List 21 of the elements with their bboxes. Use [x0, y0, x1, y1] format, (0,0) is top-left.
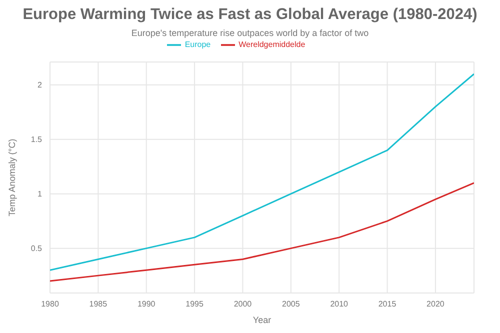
chart-title: Europe Warming Twice as Fast as Global Average (1980-2024) [22, 6, 478, 24]
y-tick-label: 1 [38, 190, 43, 199]
x-tick-label: 2015 [378, 300, 397, 309]
legend-label: Europe [184, 40, 211, 50]
x-tick-label: 2000 [234, 300, 252, 309]
legend-label: Wereldgemiddelde [238, 40, 306, 50]
y-axis-title: Temp Anomaly (°C) [7, 138, 18, 216]
line-series [50, 182, 474, 282]
x-tick-label: 2020 [426, 300, 445, 309]
x-tick-label: 1995 [186, 300, 204, 309]
x-tick-label: 2005 [282, 300, 300, 309]
x-axis-title: Year [252, 315, 272, 325]
chart-subtitle: Europe's temperature rise outpaces world by a factor of two [130, 28, 370, 38]
y-tick-label: 0.5 [30, 244, 43, 254]
line-series [50, 73, 474, 271]
y-tick-label: 2 [38, 80, 43, 90]
y-tick-label: 1.5 [30, 135, 43, 144]
x-tick-label: 1990 [137, 300, 156, 309]
x-tick-label: 1980 [41, 300, 60, 309]
x-tick-label: 2010 [330, 300, 349, 309]
x-tick-label: 1985 [89, 300, 108, 309]
